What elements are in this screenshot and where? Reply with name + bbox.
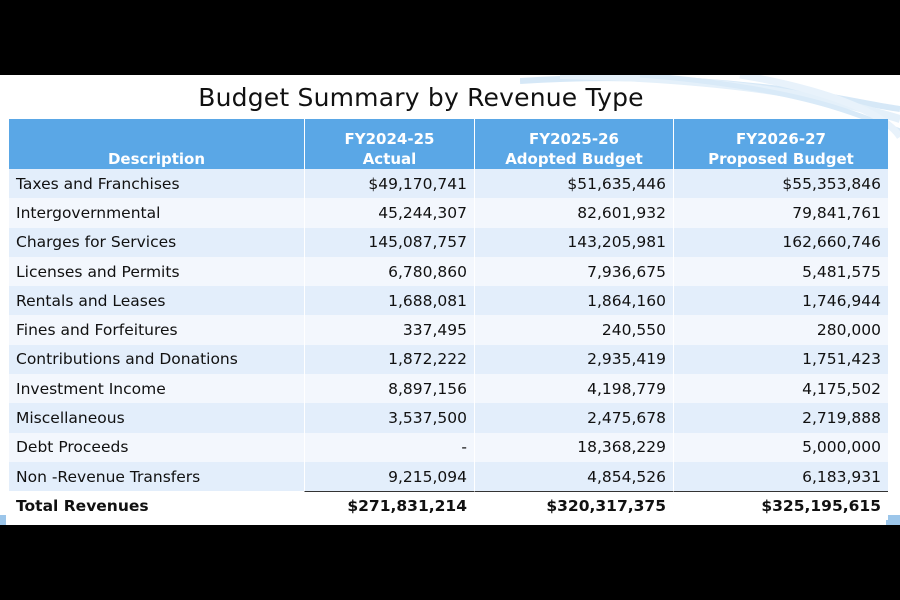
value-fy2026-27: 2,719,888: [673, 403, 888, 433]
row-description: Miscellaneous: [9, 403, 304, 433]
table-row: Contributions and Donations 1,872,222 2,…: [9, 344, 888, 375]
value-fy2025-26: 18,368,229: [474, 432, 673, 462]
value-fy2026-27: 79,841,761: [673, 198, 888, 228]
header-description: Description: [9, 119, 304, 169]
value-fy2025-26: 2,475,678: [474, 403, 673, 433]
value-fy2025-26: 240,550: [474, 315, 673, 345]
slide: Budget Summary by Revenue Type Descripti…: [0, 75, 900, 525]
total-label: Total Revenues: [9, 491, 304, 521]
table-row: Non -Revenue Transfers 9,215,094 4,854,5…: [9, 461, 888, 492]
value-fy2024-25: -: [304, 432, 474, 462]
row-description: Investment Income: [9, 374, 304, 404]
value-fy2025-26: 82,601,932: [474, 198, 673, 228]
table-row: Miscellaneous 3,537,500 2,475,678 2,719,…: [9, 403, 888, 433]
header-line: FY2024-25: [344, 130, 435, 148]
value-fy2024-25: 1,688,081: [304, 286, 474, 316]
header-line: Proposed Budget: [708, 150, 854, 168]
left-accent-bar: [0, 515, 6, 525]
value-fy2024-25: 3,537,500: [304, 403, 474, 433]
value-fy2024-25: 6,780,860: [304, 256, 474, 287]
table-row: Debt Proceeds - 18,368,229 5,000,000: [9, 432, 888, 462]
value-fy2024-25: 145,087,757: [304, 227, 474, 257]
value-fy2026-27: 5,000,000: [673, 432, 888, 462]
right-accent-bar: [886, 515, 900, 525]
row-description: Non -Revenue Transfers: [9, 461, 304, 492]
header-line: FY2025-26: [529, 130, 619, 148]
value-fy2025-26: 1,864,160: [474, 286, 673, 316]
value-fy2026-27: 280,000: [673, 315, 888, 345]
revenue-table: Description FY2024-25 Actual FY2025-26 A…: [9, 119, 888, 521]
value-fy2026-27: 5,481,575: [673, 256, 888, 287]
value-fy2025-26: 4,198,779: [474, 374, 673, 404]
header-fy2026-27: FY2026-27 Proposed Budget: [673, 119, 888, 169]
value-fy2025-26: $51,635,446: [474, 169, 673, 199]
value-fy2025-26: 2,935,419: [474, 344, 673, 375]
table-row: Intergovernmental 45,244,307 82,601,932 …: [9, 198, 888, 228]
header-fy2024-25: FY2024-25 Actual: [304, 119, 474, 169]
value-fy2024-25: $49,170,741: [304, 169, 474, 199]
value-fy2025-26: 4,854,526: [474, 461, 673, 492]
value-fy2024-25: 45,244,307: [304, 198, 474, 228]
decorative-wave: [520, 75, 900, 139]
value-fy2025-26: 143,205,981: [474, 227, 673, 257]
table-header-row: Description FY2024-25 Actual FY2025-26 A…: [9, 119, 888, 169]
total-fy2024-25: $271,831,214: [304, 491, 474, 521]
row-description: Rentals and Leases: [9, 286, 304, 316]
header-line: Actual: [362, 150, 417, 168]
header-line: Adopted Budget: [505, 150, 643, 168]
table-row: Fines and Forfeitures 337,495 240,550 28…: [9, 315, 888, 345]
table-row: Investment Income 8,897,156 4,198,779 4,…: [9, 374, 888, 404]
value-fy2026-27: 1,746,944: [673, 286, 888, 316]
total-fy2026-27: $325,195,615: [673, 491, 888, 521]
value-fy2024-25: 1,872,222: [304, 344, 474, 375]
value-fy2026-27: 6,183,931: [673, 461, 888, 492]
value-fy2026-27: 4,175,502: [673, 374, 888, 404]
row-description: Intergovernmental: [9, 198, 304, 228]
row-description: Charges for Services: [9, 227, 304, 257]
table-row: Charges for Services 145,087,757 143,205…: [9, 227, 888, 257]
header-line: Description: [107, 150, 206, 168]
total-fy2025-26: $320,317,375: [474, 491, 673, 521]
slide-title: Budget Summary by Revenue Type: [198, 83, 644, 112]
total-row: Total Revenues $271,831,214 $320,317,375…: [9, 491, 888, 521]
value-fy2024-25: 8,897,156: [304, 374, 474, 404]
row-description: Taxes and Franchises: [9, 169, 304, 199]
value-fy2026-27: $55,353,846: [673, 169, 888, 199]
row-description: Licenses and Permits: [9, 256, 304, 287]
header-line: FY2026-27: [736, 130, 826, 148]
row-description: Debt Proceeds: [9, 432, 304, 462]
value-fy2026-27: 1,751,423: [673, 344, 888, 375]
value-fy2024-25: 9,215,094: [304, 461, 474, 492]
value-fy2025-26: 7,936,675: [474, 256, 673, 287]
table-row: Taxes and Franchises $49,170,741 $51,635…: [9, 169, 888, 199]
row-description: Fines and Forfeitures: [9, 315, 304, 345]
value-fy2024-25: 337,495: [304, 315, 474, 345]
table-row: Rentals and Leases 1,688,081 1,864,160 1…: [9, 286, 888, 316]
table-row: Licenses and Permits 6,780,860 7,936,675…: [9, 256, 888, 287]
value-fy2026-27: 162,660,746: [673, 227, 888, 257]
row-description: Contributions and Donations: [9, 344, 304, 375]
header-fy2025-26: FY2025-26 Adopted Budget: [474, 119, 673, 169]
